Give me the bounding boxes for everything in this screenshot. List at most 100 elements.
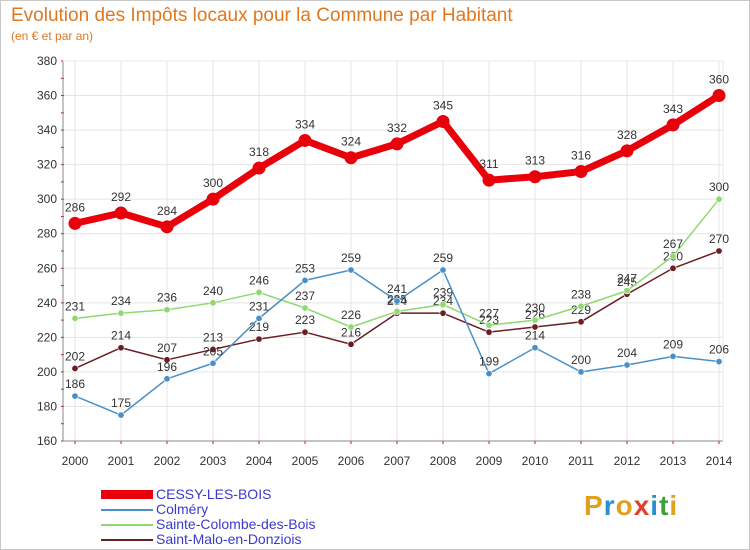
data-label: 241 — [387, 282, 407, 296]
data-point — [393, 307, 401, 315]
data-point — [531, 316, 539, 324]
data-label: 231 — [249, 299, 269, 313]
data-label: 213 — [203, 330, 223, 344]
x-tick-label: 2011 — [568, 454, 594, 468]
data-point — [666, 118, 680, 132]
data-label: 223 — [295, 313, 315, 327]
data-point — [209, 359, 217, 367]
data-point — [577, 368, 585, 376]
data-point — [623, 361, 631, 369]
y-tick-label: 160 — [37, 434, 57, 448]
x-tick-label: 2005 — [292, 454, 319, 468]
data-label: 204 — [617, 346, 637, 360]
data-point — [485, 328, 493, 336]
y-tick-label: 320 — [37, 158, 57, 172]
data-label: 240 — [203, 284, 223, 298]
data-label: 231 — [65, 299, 85, 313]
legend-label: Sainte-Colombe-des-Bois — [156, 516, 316, 532]
data-label: 286 — [65, 200, 85, 214]
data-point — [528, 170, 542, 184]
x-tick-label: 2012 — [614, 454, 641, 468]
x-tick-label: 2002 — [154, 454, 181, 468]
data-point — [71, 392, 79, 400]
data-label: 311 — [479, 157, 498, 171]
data-label: 216 — [341, 325, 361, 339]
data-point — [209, 299, 217, 307]
data-label: 234 — [111, 294, 131, 308]
x-tick-label: 2009 — [476, 454, 503, 468]
data-label: 205 — [203, 344, 223, 358]
data-point — [715, 195, 723, 203]
y-tick-label: 280 — [37, 227, 57, 241]
data-label: 313 — [525, 154, 545, 168]
x-tick-label: 2000 — [62, 454, 89, 468]
data-point — [669, 352, 677, 360]
chart-subtitle: (en € et par an) — [11, 29, 94, 43]
data-label: 239 — [433, 286, 453, 300]
x-tick-label: 2003 — [200, 454, 227, 468]
data-label: 318 — [249, 145, 269, 159]
x-tick-label: 2010 — [522, 454, 549, 468]
data-point — [669, 264, 677, 272]
y-tick-label: 200 — [37, 365, 57, 379]
legend-swatch — [101, 509, 153, 511]
chart-legend: CESSY-LES-BOIS Colméry Sainte-Colombe-des-… — [101, 487, 401, 547]
data-label: 259 — [433, 251, 453, 265]
data-point — [623, 287, 631, 295]
data-label: 334 — [295, 117, 315, 131]
legend-label: Colméry — [156, 501, 209, 517]
data-point — [255, 314, 263, 322]
data-point — [163, 375, 171, 383]
legend-item: Colméry — [101, 502, 401, 517]
legend-label: Saint-Malo-en-Donziois — [156, 531, 302, 547]
data-point — [574, 165, 588, 179]
line-chart: 160 180 200 220 240 260 280 300 320 340 360 380 2000… — [37, 54, 733, 468]
logo-letter: t — [659, 490, 670, 521]
data-point — [160, 220, 174, 234]
data-point — [301, 304, 309, 312]
data-label: 206 — [709, 343, 729, 357]
data-label: 199 — [479, 355, 499, 369]
plot-area — [63, 61, 723, 441]
data-point — [439, 309, 447, 317]
logo-letter: i — [669, 490, 679, 521]
data-point — [298, 133, 312, 147]
legend-item: Saint-Malo-en-Donziois — [101, 532, 401, 547]
x-tick-label: 2008 — [430, 454, 457, 468]
data-point — [255, 335, 263, 343]
data-label: 316 — [571, 149, 591, 163]
data-label: 300 — [203, 176, 223, 190]
data-point — [347, 340, 355, 348]
data-label: 270 — [709, 232, 729, 246]
data-point — [301, 328, 309, 336]
legend-swatch — [101, 490, 153, 499]
x-tick-label: 2013 — [660, 454, 687, 468]
data-point — [577, 302, 585, 310]
data-label: 360 — [709, 73, 729, 87]
chart-title: Evolution des Impôts locaux pour la Comm… — [11, 5, 513, 26]
data-label: 328 — [617, 128, 637, 142]
y-tick-label: 300 — [37, 192, 57, 206]
data-label: 345 — [433, 98, 453, 112]
data-label: 238 — [571, 287, 591, 301]
data-point — [669, 252, 677, 260]
y-tick-label: 380 — [37, 54, 57, 68]
data-point — [252, 161, 266, 175]
data-label: 202 — [65, 349, 85, 363]
logo-letter: r — [603, 490, 616, 521]
data-label: 200 — [571, 353, 591, 367]
data-point — [531, 323, 539, 331]
data-point — [485, 370, 493, 378]
data-point — [439, 301, 447, 309]
data-point — [620, 144, 634, 158]
x-tick-label: 2007 — [384, 454, 411, 468]
y-tick-label: 180 — [37, 399, 57, 413]
data-label: 236 — [157, 291, 177, 305]
data-label: 284 — [157, 204, 177, 218]
data-point — [715, 358, 723, 366]
data-label: 230 — [525, 301, 545, 315]
data-point — [715, 247, 723, 255]
data-label: 219 — [249, 320, 269, 334]
data-point — [163, 306, 171, 314]
data-label: 207 — [157, 341, 177, 355]
